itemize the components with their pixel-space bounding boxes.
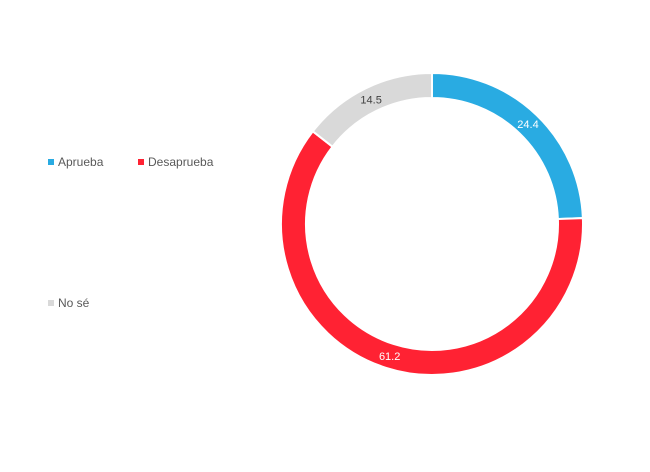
data-label-aprueba: 24.4 [517, 119, 538, 131]
legend-label-desaprueba: Desaprueba [148, 155, 214, 169]
data-label-desaprueba: 61.2 [379, 351, 400, 363]
slice-desaprueba [280, 129, 584, 376]
legend-swatch-desaprueba [138, 159, 144, 165]
legend-item-desaprueba: Desaprueba [138, 155, 213, 169]
legend-item-no-se: No sé [48, 296, 89, 310]
legend-item-aprueba: Aprueba [48, 155, 103, 169]
data-label-no-se: 14.5 [360, 95, 381, 107]
legend-swatch-no-se [48, 300, 54, 306]
slice-no-se [311, 71, 433, 149]
legend-swatch-aprueba [48, 159, 54, 165]
slice-aprueba [431, 71, 584, 221]
legend-label-no-se: No sé [58, 296, 90, 310]
legend-label-aprueba: Aprueba [58, 155, 104, 169]
